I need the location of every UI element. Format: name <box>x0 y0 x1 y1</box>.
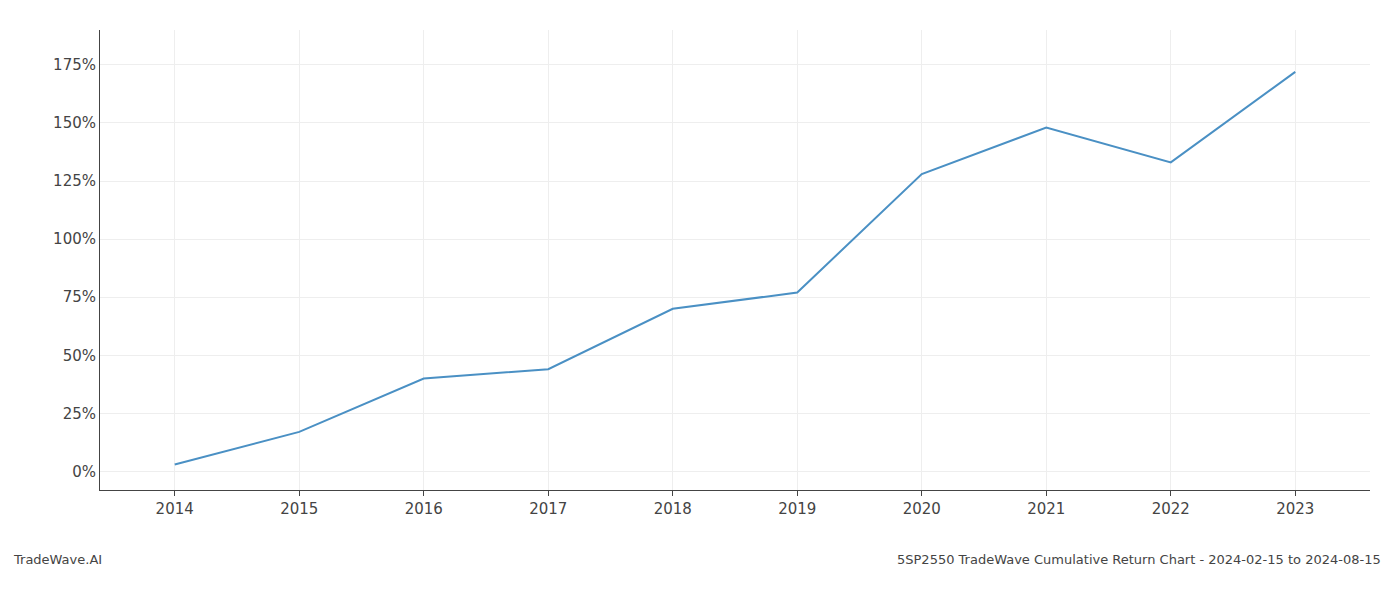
svg-text:50%: 50% <box>63 347 96 365</box>
svg-text:2014: 2014 <box>156 500 194 518</box>
svg-text:150%: 150% <box>53 114 96 132</box>
svg-text:2022: 2022 <box>1152 500 1190 518</box>
svg-text:TradeWave.AI: TradeWave.AI <box>13 552 102 567</box>
svg-text:175%: 175% <box>53 56 96 74</box>
svg-text:75%: 75% <box>63 288 96 306</box>
svg-text:5SP2550 TradeWave Cumulative R: 5SP2550 TradeWave Cumulative Return Char… <box>897 552 1381 567</box>
svg-text:100%: 100% <box>53 230 96 248</box>
svg-text:25%: 25% <box>63 405 96 423</box>
svg-text:2017: 2017 <box>529 500 567 518</box>
svg-text:2021: 2021 <box>1027 500 1065 518</box>
svg-text:0%: 0% <box>72 463 96 481</box>
svg-text:2016: 2016 <box>405 500 443 518</box>
svg-text:125%: 125% <box>53 172 96 190</box>
svg-text:2018: 2018 <box>654 500 692 518</box>
svg-text:2020: 2020 <box>903 500 941 518</box>
svg-text:2023: 2023 <box>1276 500 1314 518</box>
svg-text:2015: 2015 <box>280 500 318 518</box>
svg-text:2019: 2019 <box>778 500 816 518</box>
